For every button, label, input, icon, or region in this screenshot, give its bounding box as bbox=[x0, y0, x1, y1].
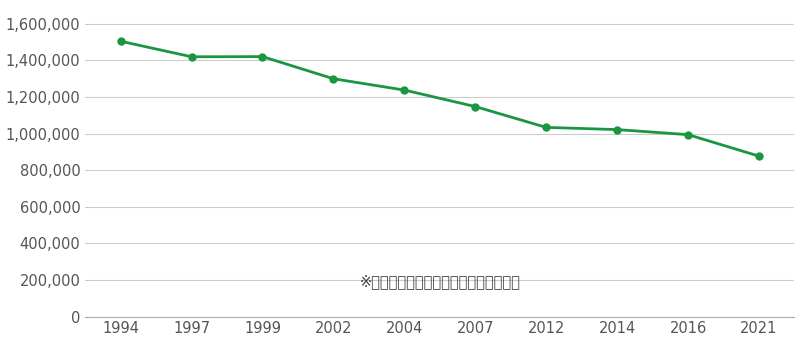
Text: ※データ年度が等間隔でないことに注意: ※データ年度が等間隔でないことに注意 bbox=[359, 274, 520, 289]
